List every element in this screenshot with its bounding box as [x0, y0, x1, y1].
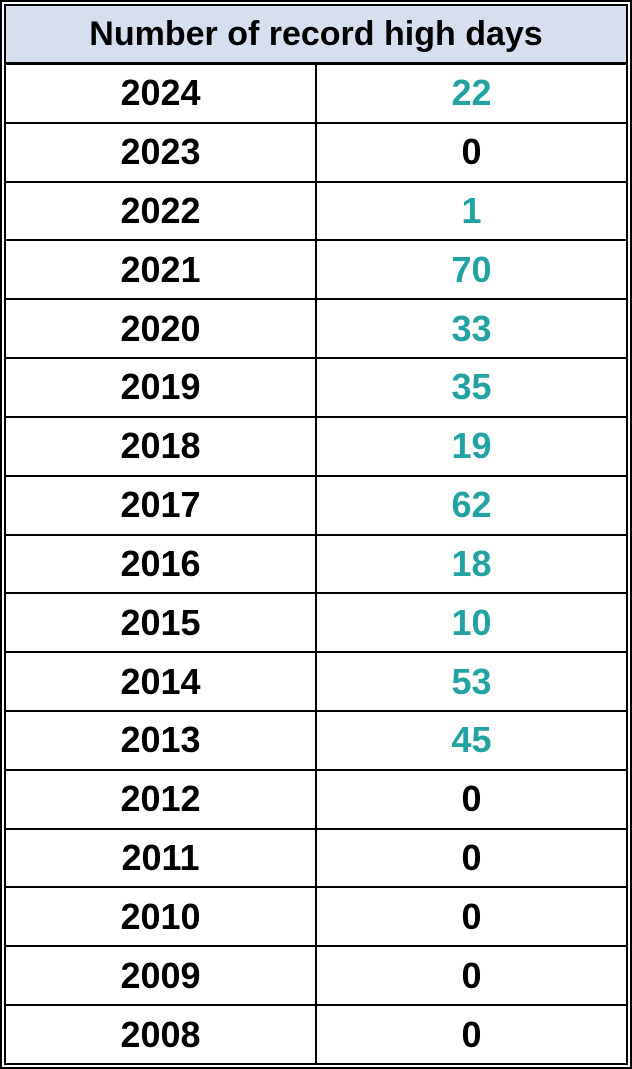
table-row: 2023 0 — [6, 121, 626, 183]
year-cell: 2012 — [6, 768, 317, 830]
table-row: 2014 53 — [6, 651, 626, 712]
header-row: Number of record high days — [6, 6, 626, 65]
record-days-cell: 33 — [315, 298, 626, 360]
table-row: 2010 0 — [6, 886, 626, 948]
year-cell: 2016 — [6, 533, 317, 595]
record-days-cell: 1 — [315, 180, 626, 242]
table-row: 2019 35 — [6, 357, 626, 418]
year-cell: 2013 — [6, 709, 317, 771]
record-days-cell: 0 — [315, 121, 626, 183]
table-row: 2015 10 — [6, 592, 626, 654]
year-cell: 2009 — [6, 945, 317, 1007]
year-cell: 2017 — [6, 474, 317, 536]
table: Number of record high days 2024 22 2023 0 20… — [6, 6, 626, 1063]
record-days-cell: 0 — [315, 945, 626, 1007]
year-cell: 2014 — [6, 651, 317, 712]
year-cell: 2022 — [6, 180, 317, 242]
table-title: Number of record high days — [6, 6, 626, 65]
year-cell: 2023 — [6, 121, 317, 183]
year-cell: 2019 — [6, 357, 317, 418]
record-days-cell: 62 — [315, 474, 626, 536]
year-cell: 2010 — [6, 886, 317, 948]
record-days-cell: 0 — [315, 827, 626, 889]
record-days-cell: 53 — [315, 651, 626, 712]
table-row: 2020 33 — [6, 298, 626, 360]
record-days-cell: 0 — [315, 886, 626, 948]
record-days-cell: 18 — [315, 533, 626, 595]
table-row: 2021 70 — [6, 239, 626, 301]
table-row: 2009 0 — [6, 945, 626, 1007]
record-days-cell: 10 — [315, 592, 626, 654]
record-days-cell: 22 — [315, 62, 626, 124]
year-cell: 2021 — [6, 239, 317, 301]
year-cell: 2008 — [6, 1004, 317, 1063]
record-days-cell: 0 — [315, 768, 626, 830]
table-row: 2013 45 — [6, 709, 626, 771]
table-row: 2008 0 — [6, 1004, 626, 1063]
table-row: 2016 18 — [6, 533, 626, 595]
table-row: 2018 19 — [6, 415, 626, 477]
record-days-cell: 35 — [315, 357, 626, 418]
year-cell: 2020 — [6, 298, 317, 360]
year-cell: 2024 — [6, 62, 317, 124]
table-row: 2022 1 — [6, 180, 626, 242]
table-row: 2012 0 — [6, 768, 626, 830]
table-row: 2011 0 — [6, 827, 626, 889]
record-days-cell: 45 — [315, 709, 626, 771]
table-row: 2024 22 — [6, 62, 626, 124]
record-days-cell: 19 — [315, 415, 626, 477]
table-row: 2017 62 — [6, 474, 626, 536]
year-cell: 2015 — [6, 592, 317, 654]
year-cell: 2011 — [6, 827, 317, 889]
record-days-cell: 0 — [315, 1004, 626, 1063]
year-cell: 2018 — [6, 415, 317, 477]
record-days-cell: 70 — [315, 239, 626, 301]
